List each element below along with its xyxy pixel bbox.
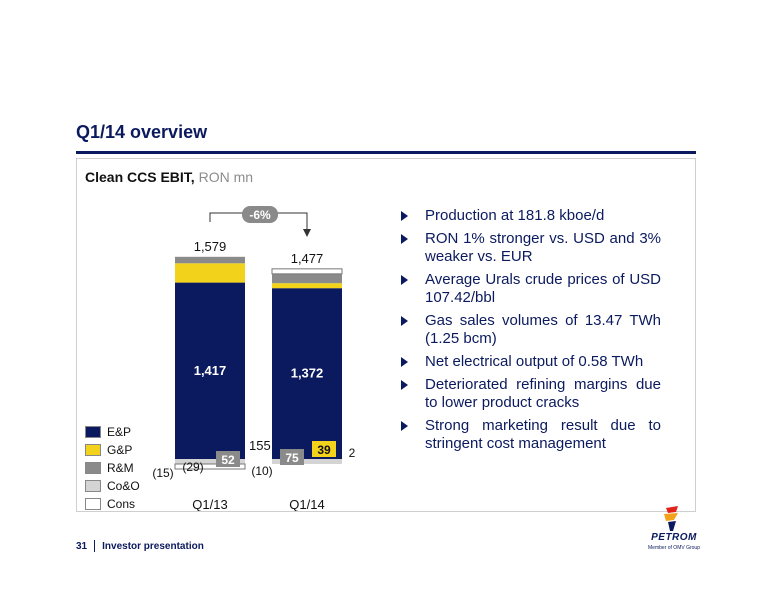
list-item: Strong marketing result due to stringent… xyxy=(401,417,661,453)
bar-gp-q113 xyxy=(175,263,245,283)
chart-title-main: Clean CCS EBIT, xyxy=(85,169,195,185)
bar-cons-q114 xyxy=(271,268,343,275)
legend-swatch-cons xyxy=(85,498,101,510)
label-box-rm-0 xyxy=(216,451,240,467)
category-label-1: Q1/14 xyxy=(289,497,324,511)
legend-swatch-ep xyxy=(85,426,101,438)
change-arrow-icon xyxy=(303,229,311,237)
footer-separator xyxy=(94,540,96,552)
label-box-rm-1 xyxy=(280,449,304,465)
data-label-rm-1: 75 xyxy=(285,451,299,465)
data-label-gp-0: 155 xyxy=(249,438,271,453)
logo-subtitle: Member of OMV Group xyxy=(648,545,700,551)
total-label-0: 1,579 xyxy=(194,239,227,254)
list-item: Production at 181.8 kboe/d xyxy=(401,207,661,225)
legend-label-rm: R&M xyxy=(107,461,134,475)
chart-title: Clean CCS EBIT, RON mn xyxy=(85,169,253,185)
petrom-flame-icon xyxy=(664,506,678,531)
label-box-gp-1 xyxy=(312,441,336,457)
bar-cons-q113 xyxy=(174,463,246,470)
data-label-coo-1: (10) xyxy=(251,464,272,478)
list-item: Gas sales volumes of 13.47 TWh (1.25 bcm… xyxy=(401,312,661,348)
legend-item-rm: R&M xyxy=(85,459,140,477)
legend-swatch-coo xyxy=(85,480,101,492)
bullet-triangle-icon xyxy=(401,211,408,221)
list-item: Net electrical output of 0.58 TWh xyxy=(401,353,661,371)
legend-label-gp: G&P xyxy=(107,443,133,457)
bullet-text: Deteriorated refining margins due to low… xyxy=(425,376,661,411)
bullet-text: Production at 181.8 kboe/d xyxy=(425,207,605,224)
legend-item-gp: G&P xyxy=(85,441,140,459)
data-label-cons-0: (15) xyxy=(152,466,173,480)
legend-item-cons: Cons xyxy=(85,495,140,513)
bullet-text: Strong marketing result due to stringent… xyxy=(425,417,661,452)
list-item: Deteriorated refining margins due to low… xyxy=(401,376,661,412)
chart-title-unit: RON mn xyxy=(194,169,254,185)
legend-swatch-gp xyxy=(85,444,101,456)
legend-label-coo: Co&O xyxy=(107,479,140,493)
bullet-text: Average Urals crude prices of USD 107.42… xyxy=(425,271,661,306)
chart-legend: E&P G&P R&M Co&O Cons xyxy=(85,423,140,513)
bar-ep-q114 xyxy=(272,288,342,459)
category-label-0: Q1/13 xyxy=(192,497,227,511)
data-label-ep-1: 1,372 xyxy=(291,366,324,381)
bullet-triangle-icon xyxy=(401,316,408,326)
bullet-triangle-icon xyxy=(401,234,408,244)
legend-item-coo: Co&O xyxy=(85,477,140,495)
data-label-cons-1: 2 xyxy=(349,446,356,460)
title-rule xyxy=(76,151,696,154)
total-label-1: 1,477 xyxy=(291,251,324,266)
petrom-logo: PETROM Member of OMV Group xyxy=(644,504,704,554)
legend-item-ep: E&P xyxy=(85,423,140,441)
legend-label-ep: E&P xyxy=(107,425,132,439)
legend-label-cons: Cons xyxy=(107,497,136,511)
bar-rm-q114 xyxy=(272,273,342,284)
bullet-text: RON 1% stronger vs. USD and 3% weaker vs… xyxy=(425,230,661,265)
bar-ep-q113 xyxy=(175,282,245,459)
bullet-text: Gas sales volumes of 13.47 TWh (1.25 bcm… xyxy=(425,312,661,347)
bar-gp-q114 xyxy=(272,283,342,289)
data-label-coo-0: (29) xyxy=(182,460,203,474)
footer: 31 Investor presentation xyxy=(76,540,204,552)
bar-coo-q113 xyxy=(175,459,245,464)
page-number: 31 xyxy=(76,540,88,552)
bullet-text: Net electrical output of 0.58 TWh xyxy=(425,353,644,370)
list-item: RON 1% stronger vs. USD and 3% weaker vs… xyxy=(401,230,661,266)
bullet-triangle-icon xyxy=(401,421,408,431)
highlights-list: Production at 181.8 kboe/d RON 1% strong… xyxy=(401,207,661,458)
change-badge-label: -6% xyxy=(249,208,271,222)
bullet-triangle-icon xyxy=(401,380,408,390)
data-label-gp-1: 39 xyxy=(317,443,331,457)
logo-word: PETROM xyxy=(651,532,697,543)
legend-swatch-rm xyxy=(85,462,101,474)
footer-label: Investor presentation xyxy=(102,540,204,552)
change-badge xyxy=(242,206,278,223)
bullet-triangle-icon xyxy=(401,357,408,367)
chart-panel: Clean CCS EBIT, RON mn 1,579 Q1/13 1,477 Q1… xyxy=(76,158,696,512)
bullet-triangle-icon xyxy=(401,275,408,285)
ebit-stacked-bar-chart: 1,579 Q1/13 1,477 Q1/14 1,417 1,372 155 52 (29) (… xyxy=(152,206,356,511)
bar-rm-q113 xyxy=(175,256,245,264)
slide-title: Q1/14 overview xyxy=(76,122,208,142)
data-label-rm-0: 52 xyxy=(221,453,235,467)
data-label-ep-0: 1,417 xyxy=(194,363,227,378)
list-item: Average Urals crude prices of USD 107.42… xyxy=(401,271,661,307)
bar-coo-q114 xyxy=(272,459,342,464)
